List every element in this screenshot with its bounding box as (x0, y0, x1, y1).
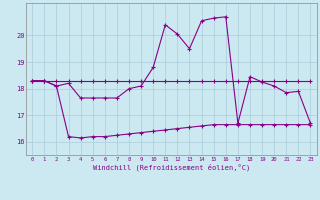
X-axis label: Windchill (Refroidissement éolien,°C): Windchill (Refroidissement éolien,°C) (93, 163, 250, 171)
